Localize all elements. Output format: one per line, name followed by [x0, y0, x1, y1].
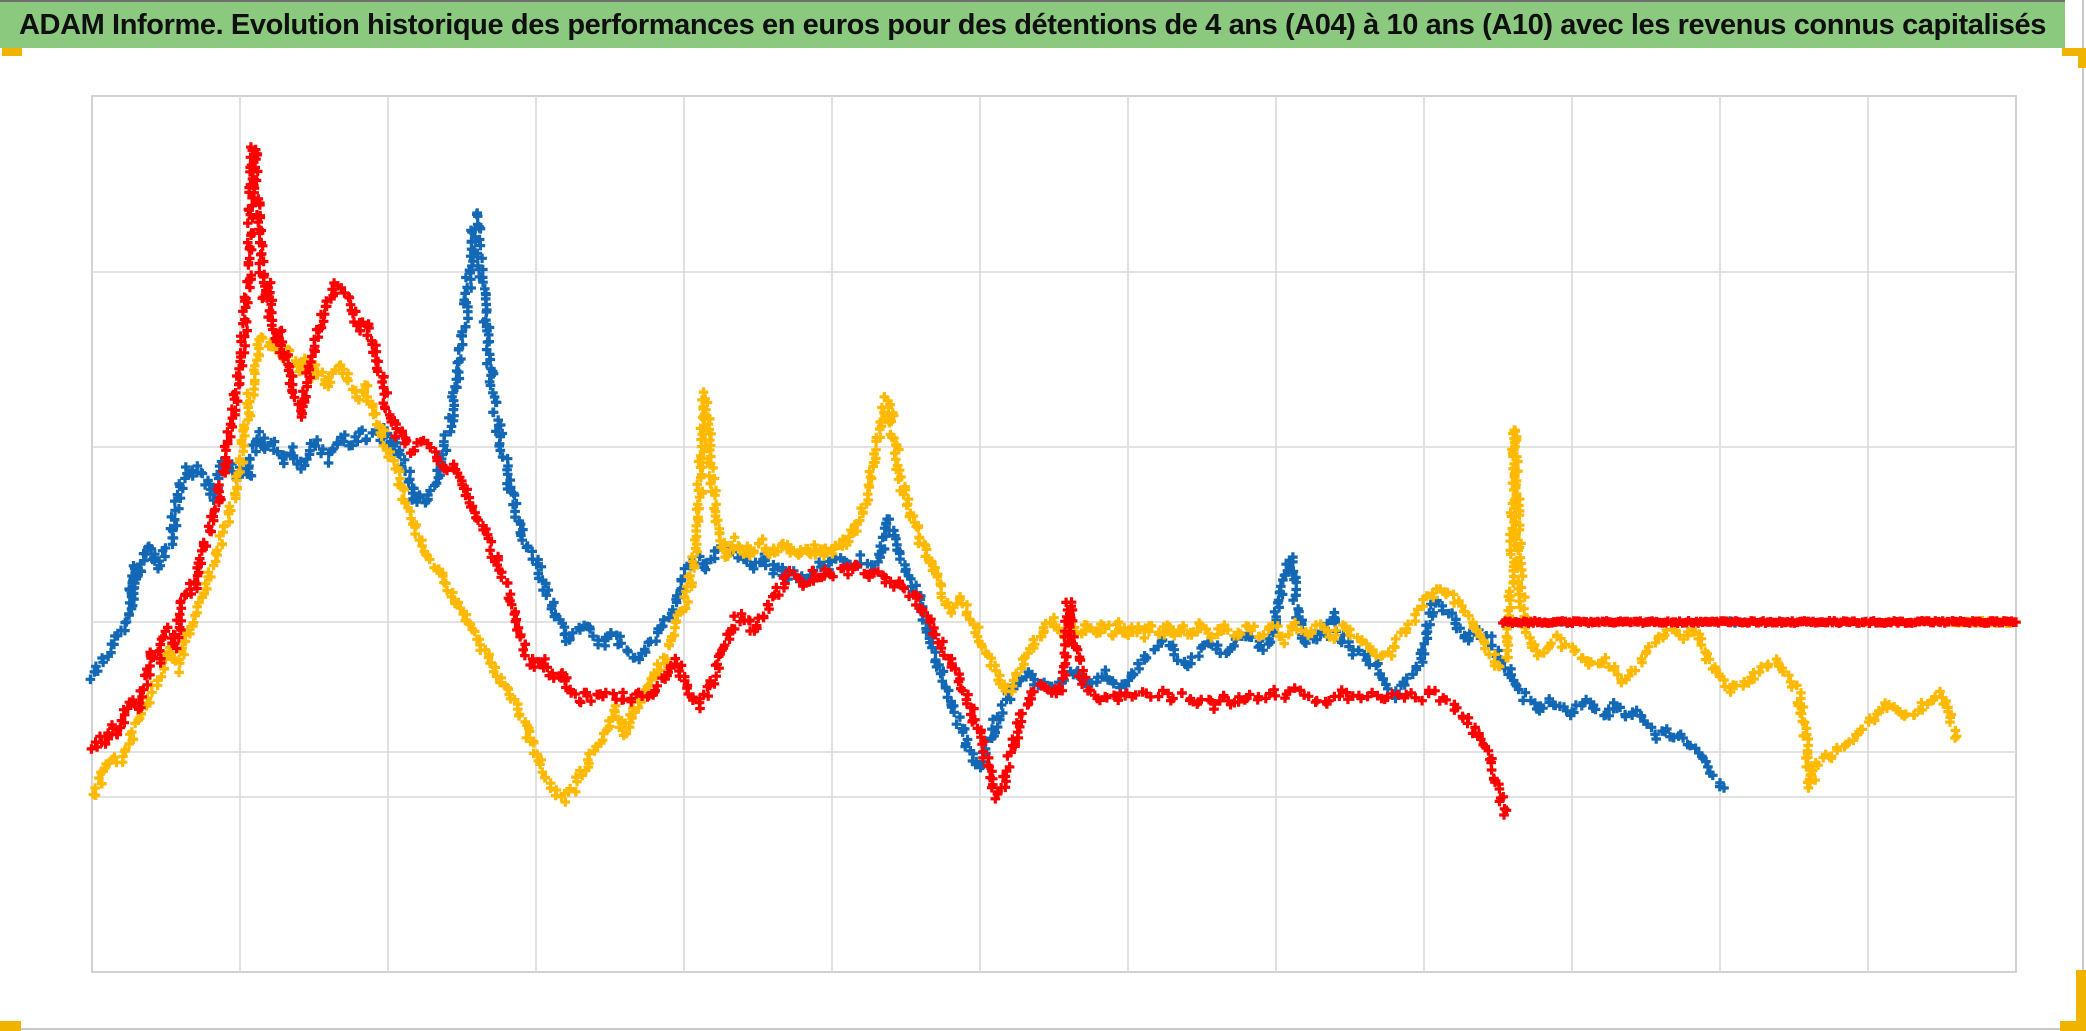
window-edge-right	[2082, 0, 2084, 1031]
report-title-bar: ADAM Informe. Evolution historique des p…	[0, 0, 2065, 48]
window-edge-bottom	[0, 1028, 2086, 1030]
page-title: ADAM Informe. Evolution historique des p…	[19, 8, 2046, 41]
